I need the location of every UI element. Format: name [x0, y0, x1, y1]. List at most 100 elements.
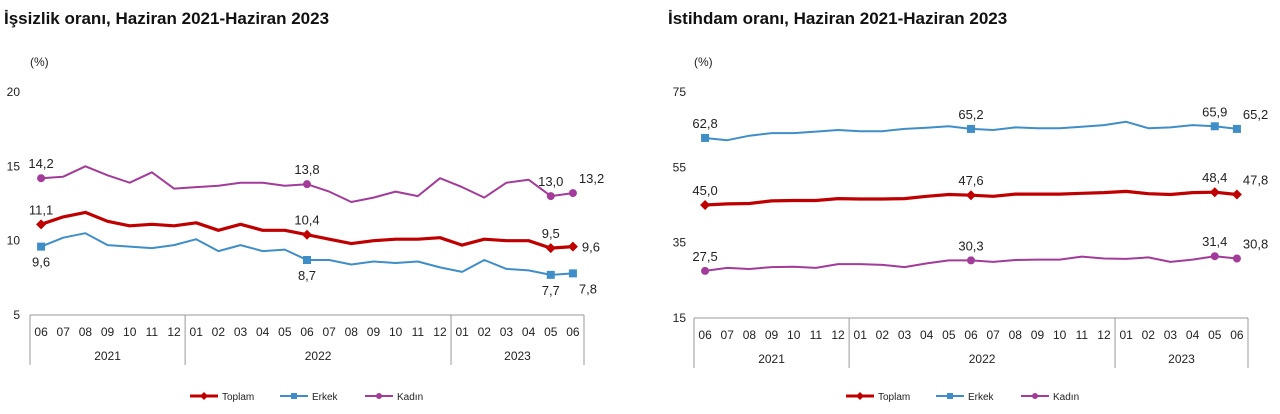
data-label: 65,9 [1202, 104, 1227, 119]
legend-marker [947, 393, 953, 399]
data-point [701, 266, 710, 275]
data-label: 47,6 [958, 173, 983, 188]
x-tick-label: 09 [367, 325, 381, 339]
data-point [546, 270, 555, 279]
data-label: 45,0 [692, 183, 717, 198]
x-tick-label: 06 [698, 328, 712, 342]
x-tick-label: 12 [433, 325, 447, 339]
x-tick-label: 02 [876, 328, 890, 342]
data-point [967, 256, 975, 265]
y-unit-label: (%) [30, 55, 49, 69]
x-tick-label: 10 [123, 325, 137, 339]
data-label: 10,4 [294, 213, 319, 228]
legend-label: Erkek [968, 392, 995, 403]
chart-title: İşsizlik oranı, Haziran 2021-Haziran 202… [4, 9, 329, 28]
x-tick-label: 08 [345, 325, 359, 339]
y-tick-label: 5 [13, 308, 20, 322]
x-tick-label: 08 [1009, 328, 1023, 342]
data-point [966, 190, 976, 201]
legend-label: Toplam [878, 392, 910, 403]
x-tick-label: 01 [455, 325, 469, 339]
x-year-label: 2023 [504, 349, 531, 363]
employment-chart: İstihdam oranı, Haziran 2021-Haziran 202… [668, 9, 1268, 403]
x-tick-label: 08 [79, 325, 93, 339]
x-tick-label: 01 [1119, 328, 1133, 342]
data-label: 8,7 [298, 268, 316, 283]
data-label: 7,7 [542, 283, 560, 298]
legend-marker [200, 392, 208, 400]
x-tick-label: 12 [1097, 328, 1111, 342]
x-tick-label: 07 [57, 325, 71, 339]
x-tick-label: 09 [101, 325, 115, 339]
x-tick-label: 08 [743, 328, 757, 342]
x-tick-label: 10 [389, 325, 403, 339]
data-point [37, 242, 46, 251]
data-point [567, 241, 578, 252]
legend-label: Toplam [222, 392, 254, 403]
data-point [967, 124, 975, 133]
x-tick-label: 02 [1142, 328, 1156, 342]
data-point [1210, 122, 1219, 131]
data-label: 9,6 [32, 255, 50, 270]
data-point [546, 192, 555, 201]
x-tick-label: 04 [920, 328, 934, 342]
x-tick-label: 03 [234, 325, 248, 339]
data-label: 13,2 [579, 171, 604, 186]
x-tick-label: 02 [478, 325, 492, 339]
x-tick-label: 04 [256, 325, 270, 339]
x-tick-label: 01 [190, 325, 204, 339]
data-label: 13,0 [538, 174, 563, 189]
x-tick-label: 05 [942, 328, 956, 342]
x-tick-label: 06 [1230, 328, 1244, 342]
x-tick-label: 09 [765, 328, 779, 342]
x-tick-label: 09 [1031, 328, 1045, 342]
x-tick-label: 07 [721, 328, 735, 342]
x-tick-label: 06 [566, 325, 580, 339]
data-label: 65,2 [958, 107, 983, 122]
x-tick-label: 07 [986, 328, 1000, 342]
x-tick-label: 06 [300, 325, 314, 339]
x-tick-label: 03 [1164, 328, 1178, 342]
data-point [302, 229, 312, 240]
data-point [36, 219, 47, 230]
legend-marker [291, 393, 297, 399]
x-tick-label: 11 [1076, 328, 1089, 342]
x-tick-label: 10 [1053, 328, 1067, 342]
data-label: 13,8 [294, 162, 319, 177]
y-tick-label: 75 [673, 85, 687, 99]
data-point [700, 200, 711, 210]
legend-marker [856, 392, 864, 400]
y-tick-label: 10 [7, 234, 21, 248]
data-point [37, 174, 46, 183]
legend-label: Kadın [1053, 392, 1079, 403]
data-label: 62,8 [692, 116, 717, 131]
data-point [568, 189, 577, 198]
data-label: 30,8 [1243, 236, 1268, 251]
x-tick-label: 11 [412, 325, 425, 339]
x-tick-label: 01 [854, 328, 868, 342]
x-tick-label: 07 [322, 325, 336, 339]
y-tick-label: 55 [673, 160, 687, 174]
x-year-label: 2021 [758, 352, 785, 366]
legend-marker [376, 393, 382, 399]
data-label: 9,5 [542, 226, 560, 241]
data-label: 9,6 [582, 240, 600, 255]
data-label: 65,2 [1243, 107, 1268, 122]
data-label: 47,8 [1243, 172, 1268, 187]
y-tick-label: 35 [673, 236, 687, 250]
y-tick-label: 15 [673, 311, 687, 325]
y-unit-label: (%) [694, 55, 713, 69]
x-tick-label: 12 [831, 328, 845, 342]
data-label: 30,3 [958, 238, 983, 253]
data-point [701, 133, 710, 142]
x-tick-label: 11 [810, 328, 823, 342]
x-tick-label: 03 [500, 325, 514, 339]
unemployment-chart: İşsizlik oranı, Haziran 2021-Haziran 202… [4, 9, 604, 403]
x-year-label: 2022 [969, 352, 996, 366]
data-point [303, 180, 311, 189]
x-tick-label: 04 [1186, 328, 1200, 342]
x-tick-label: 06 [34, 325, 48, 339]
x-tick-label: 05 [1208, 328, 1222, 342]
x-year-label: 2021 [94, 349, 121, 363]
